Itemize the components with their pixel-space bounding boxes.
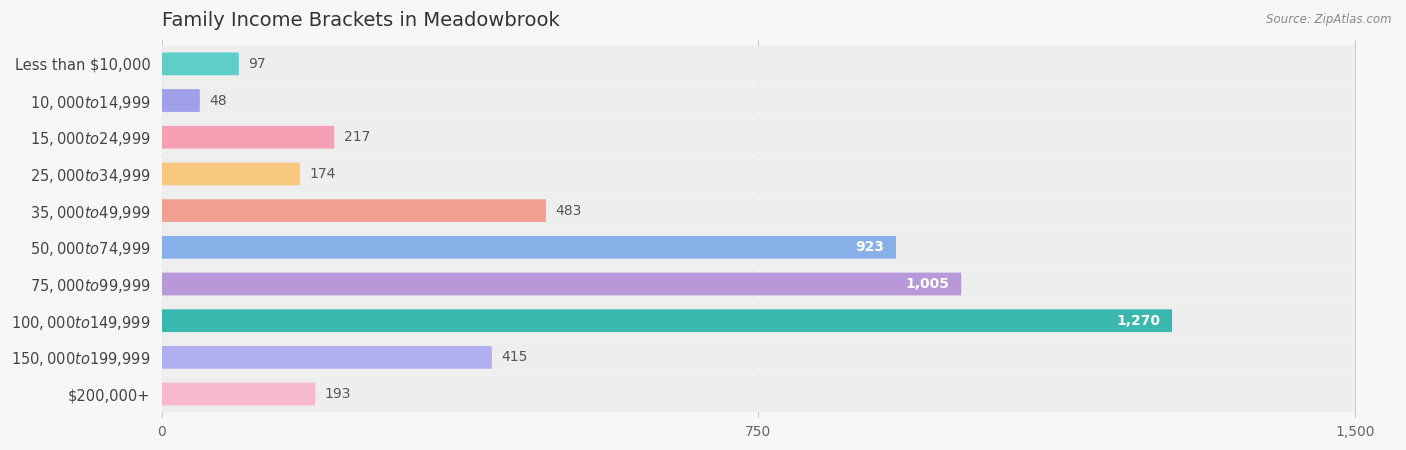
FancyBboxPatch shape [162,339,1355,375]
Text: 1,005: 1,005 [905,277,949,291]
FancyBboxPatch shape [162,156,1355,192]
FancyBboxPatch shape [162,199,546,222]
FancyBboxPatch shape [162,236,896,259]
Text: 217: 217 [344,130,370,144]
FancyBboxPatch shape [162,309,1173,332]
FancyBboxPatch shape [162,303,1355,339]
FancyBboxPatch shape [162,126,335,148]
FancyBboxPatch shape [162,162,299,185]
FancyBboxPatch shape [162,346,492,369]
Text: 1,270: 1,270 [1116,314,1160,328]
FancyBboxPatch shape [162,119,1355,155]
FancyBboxPatch shape [162,230,1355,266]
Text: 193: 193 [325,387,352,401]
FancyBboxPatch shape [162,273,962,295]
FancyBboxPatch shape [162,82,1355,118]
FancyBboxPatch shape [162,382,315,405]
FancyBboxPatch shape [162,376,1355,412]
FancyBboxPatch shape [162,46,1355,82]
Text: Source: ZipAtlas.com: Source: ZipAtlas.com [1267,14,1392,27]
FancyBboxPatch shape [162,193,1355,229]
Text: 97: 97 [249,57,266,71]
Text: 923: 923 [855,240,884,254]
FancyBboxPatch shape [162,266,1355,302]
Text: 174: 174 [309,167,336,181]
Text: Family Income Brackets in Meadowbrook: Family Income Brackets in Meadowbrook [162,11,560,30]
Text: 483: 483 [555,204,582,218]
Text: 415: 415 [502,351,527,364]
Text: 48: 48 [209,94,226,108]
FancyBboxPatch shape [162,89,200,112]
FancyBboxPatch shape [162,53,239,75]
